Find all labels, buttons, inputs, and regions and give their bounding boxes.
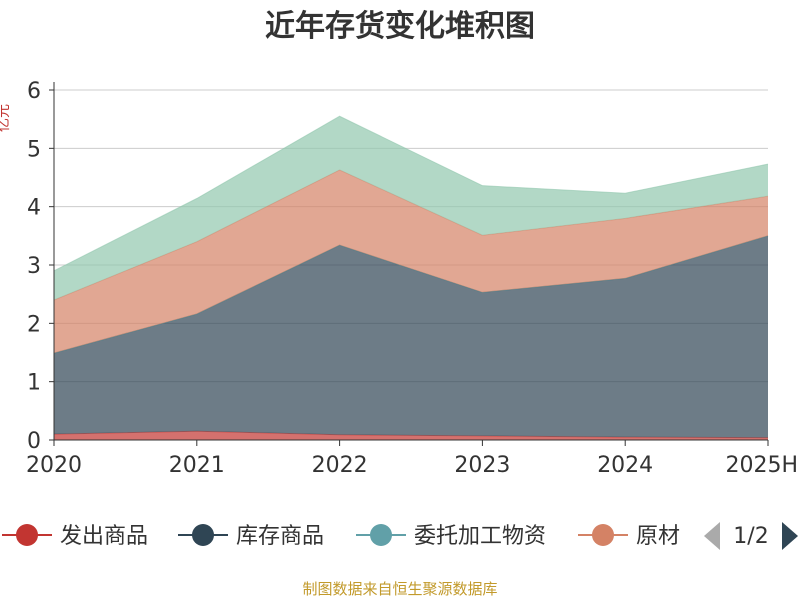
- legend-marker: [370, 524, 392, 546]
- legend-page-indicator: 1/2: [733, 524, 768, 549]
- x-tick-label: 2021: [169, 453, 225, 478]
- x-tick-label: 2022: [312, 453, 368, 478]
- legend-item[interactable]: 库存商品: [178, 524, 324, 549]
- area-series: [53, 115, 769, 440]
- legend-item[interactable]: 委托加工物资: [356, 524, 546, 549]
- y-tick-label: 6: [27, 79, 41, 104]
- y-tick-label: 2: [27, 312, 41, 337]
- legend-prev-arrow-icon[interactable]: [704, 522, 720, 550]
- legend-next-arrow-icon[interactable]: [782, 522, 798, 550]
- x-tick-label: 2024: [597, 453, 653, 478]
- source-note: 制图数据来自恒生聚源数据库: [302, 580, 497, 598]
- x-tick-label: 2025H: [725, 453, 798, 478]
- legend-item[interactable]: 发出商品: [2, 524, 148, 549]
- legend-marker: [192, 524, 214, 546]
- axes: 0 1 2 3 4 5 6 2020 2021 2022 2023 2024 2025H: [26, 79, 798, 478]
- y-tick-label: 3: [27, 254, 41, 279]
- y-axis-label: 亿元: [0, 104, 12, 132]
- legend-label: 委托加工物资: [414, 524, 546, 549]
- legend[interactable]: 发出商品 库存商品 委托加工物资 原材 1/2: [2, 522, 798, 550]
- y-tick-label: 0: [27, 429, 41, 454]
- legend-label: 发出商品: [60, 524, 148, 549]
- x-tick-label: 2023: [454, 453, 510, 478]
- legend-label: 原材: [636, 524, 680, 549]
- legend-items: 发出商品 库存商品 委托加工物资 原材: [2, 524, 680, 549]
- y-tick-label: 5: [27, 137, 41, 162]
- x-tick-label: 2020: [26, 453, 82, 478]
- chart-title: 近年存货变化堆积图: [265, 9, 535, 44]
- legend-marker: [16, 524, 38, 546]
- legend-item[interactable]: 原材: [578, 524, 680, 549]
- y-tick-label: 4: [27, 196, 41, 221]
- y-tick-label: 1: [27, 371, 41, 396]
- series-line-4: [53, 115, 769, 272]
- area-series-4: [54, 116, 768, 300]
- legend-marker: [592, 524, 614, 546]
- area-series-1: [54, 235, 768, 438]
- legend-label: 库存商品: [236, 524, 324, 549]
- area-series-3: [54, 169, 768, 354]
